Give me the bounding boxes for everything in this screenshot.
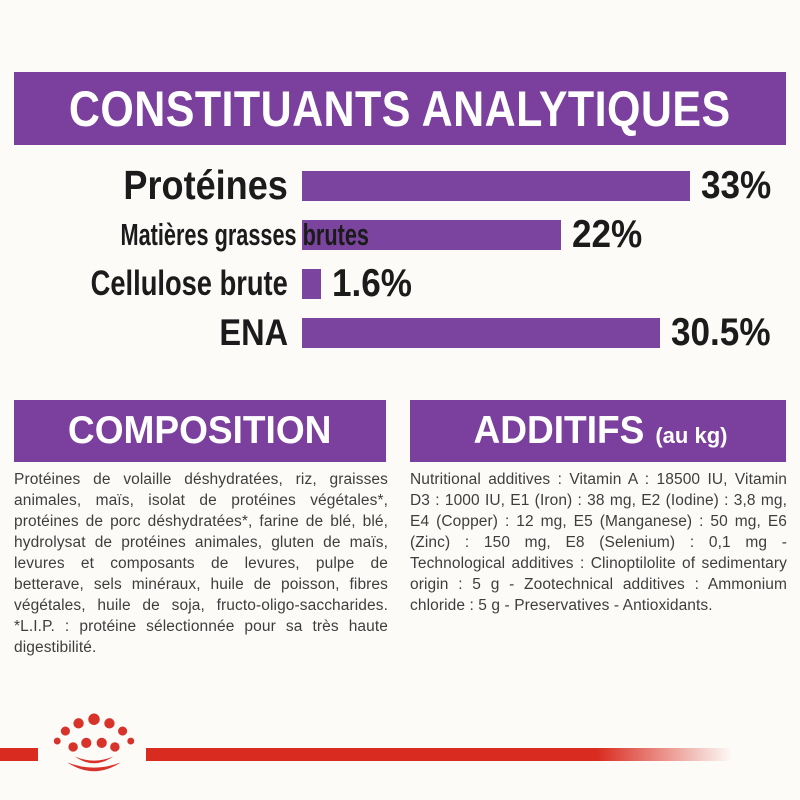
chart-bar [302, 219, 561, 250]
chart-bar-label-text: ENA [219, 311, 288, 353]
analytical-constituents-banner: CONSTITUANTS ANALYTIQUES [14, 72, 786, 145]
additifs-title: ADDITIFS [473, 409, 644, 452]
additifs-banner: ADDITIFS (au kg) [410, 400, 786, 462]
chart-bar-label: ENA [14, 312, 288, 354]
analytical-constituents-chart: Protéines 33% Matières grasses brutes 22% Ce… [14, 161, 786, 357]
chart-bar [302, 317, 661, 348]
chart-bar-label: Matières grasses brutes [14, 217, 368, 253]
chart-row: Matières grasses brutes 22% [14, 210, 786, 259]
chart-bar-label: Protéines [14, 162, 288, 209]
chart-bar-label-text: Matières grasses brutes [120, 216, 369, 252]
footer-red-band [0, 748, 755, 761]
chart-row: ENA 30.5% [14, 308, 786, 357]
additifs-title-suffix: (au kg) [655, 423, 728, 448]
composition-banner: COMPOSITION [14, 400, 386, 462]
chart-bar-value: 30.5% [671, 310, 771, 354]
chart-bar-value: 1.6% [331, 261, 412, 305]
analytical-constituents-title: CONSTITUANTS ANALYTIQUES [69, 80, 731, 137]
chart-bar [302, 268, 321, 299]
chart-row: Protéines 33% [14, 161, 786, 210]
chart-bar-label-text: Cellulose brute [90, 263, 288, 303]
chart-bar-value: 22% [571, 212, 642, 256]
composition-title: COMPOSITION [68, 409, 332, 452]
additifs-title-group: ADDITIFS (au kg) [469, 409, 728, 453]
composition-body-text: Protéines de volaille déshydratées, riz,… [14, 471, 388, 656]
chart-bar-value: 33% [700, 163, 772, 207]
additifs-body-text: Nutritional additives : Vitamin A : 1850… [410, 471, 787, 614]
royal-canin-crown-logo [53, 713, 135, 772]
chart-row: Cellulose brute 1.6% [14, 259, 786, 308]
chart-bar-label: Cellulose brute [14, 264, 288, 304]
chart-bar [302, 170, 690, 201]
chart-bar-label-text: Protéines [123, 162, 288, 208]
